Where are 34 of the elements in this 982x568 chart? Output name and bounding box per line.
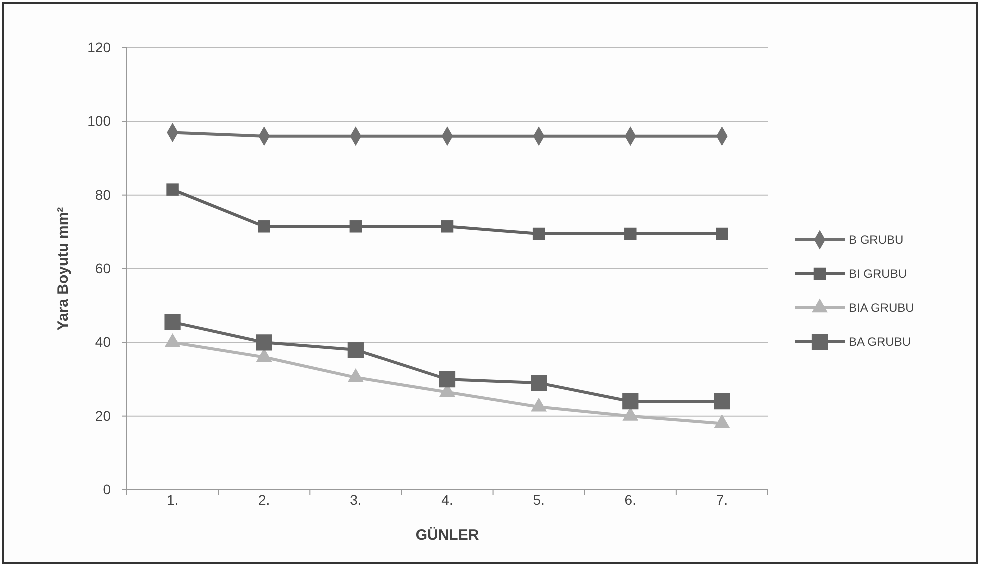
point — [439, 371, 456, 388]
y-tick-label: 40 — [95, 334, 112, 350]
y-axis-title: Yara Boyutu mm² — [55, 207, 72, 331]
x-tick-label: 3. — [350, 492, 362, 508]
x-tick-label: 5. — [533, 492, 545, 508]
y-tick-label: 60 — [95, 260, 112, 276]
point — [164, 314, 181, 330]
point — [532, 228, 546, 240]
point — [166, 184, 179, 196]
legend-label: B GRUBU — [849, 233, 904, 247]
y-tick-label: 0 — [103, 481, 112, 498]
point — [350, 220, 362, 233]
point — [716, 228, 728, 240]
y-tick-label: 120 — [88, 39, 112, 56]
x-tick-label: 1. — [166, 492, 179, 508]
point — [258, 220, 270, 233]
point — [441, 220, 454, 233]
x-axis-title: GÜNLER — [416, 527, 480, 544]
y-tick-label: 80 — [95, 186, 112, 203]
legend-label: BI GRUBU — [849, 267, 908, 281]
x-tick-label: 4. — [442, 492, 454, 508]
legend-label: BA GRUBU — [849, 335, 912, 349]
x-tick-label: 7. — [716, 492, 728, 508]
x-tick-label: 6. — [624, 492, 636, 508]
point — [714, 394, 730, 410]
point — [348, 342, 364, 358]
y-tick-label: 100 — [88, 113, 112, 130]
point — [531, 375, 548, 392]
point — [256, 334, 272, 351]
legend-label: BIA GRUBU — [849, 301, 914, 315]
y-tick-label: 20 — [95, 408, 112, 424]
point — [622, 394, 639, 410]
point — [624, 228, 637, 240]
x-tick-label: 2. — [258, 492, 270, 508]
